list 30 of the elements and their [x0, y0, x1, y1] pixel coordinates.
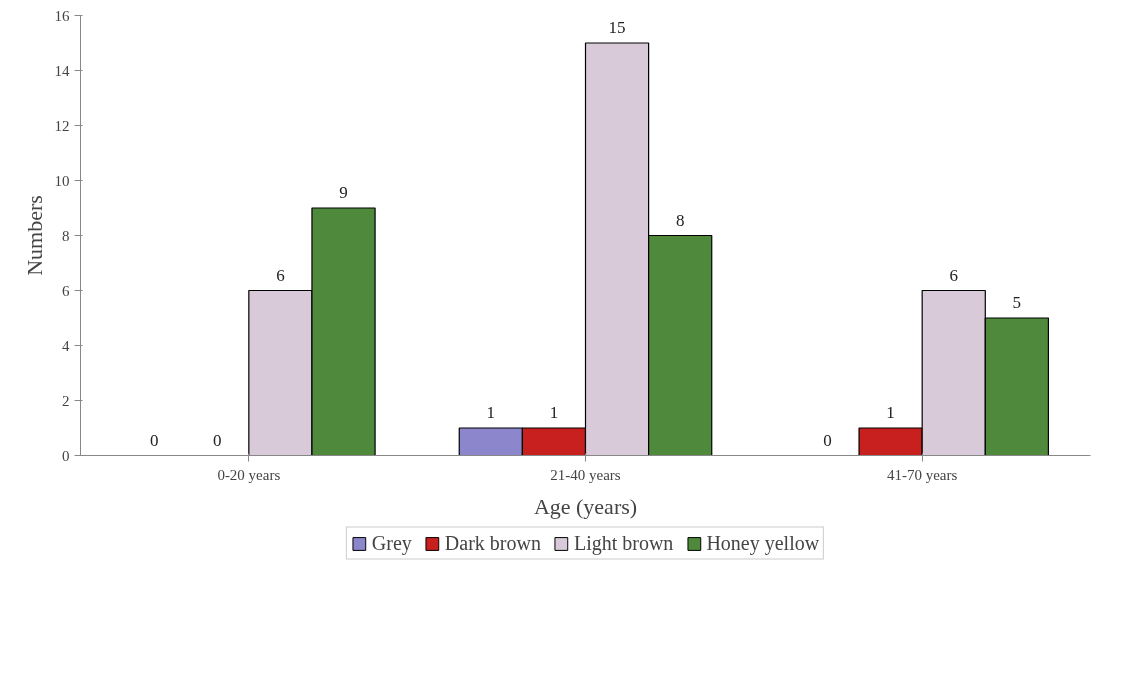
y-tick-label: 14 — [54, 62, 70, 79]
y-tick-label: 8 — [62, 227, 70, 244]
data-label: 8 — [675, 210, 685, 230]
data-label: 6 — [949, 265, 958, 285]
legend-label: Dark brown — [444, 531, 541, 555]
y-tick-label: 16 — [54, 7, 70, 24]
y-tick-label: 4 — [62, 337, 70, 354]
x-tick-label: 21-40 years — [550, 466, 621, 483]
legend-label: Light brown — [573, 531, 674, 555]
data-label: 6 — [276, 265, 285, 285]
legend-label: Grey — [371, 531, 412, 555]
x-tick-label: 41-70 years — [886, 466, 958, 483]
data-label: 5 — [1012, 293, 1022, 312]
y-tick-label: 10 — [54, 172, 70, 189]
data-label: 1 — [549, 403, 559, 422]
y-tick-label: 0 — [62, 447, 70, 464]
data-label: 0 — [149, 430, 159, 450]
data-label: 0 — [823, 430, 832, 450]
data-label: 1 — [886, 403, 895, 422]
y-axis-title: Numbers — [21, 195, 47, 276]
x-tick-label: 0-20 years — [217, 466, 281, 483]
data-label: 1 — [486, 403, 496, 422]
data-label: 9 — [339, 183, 348, 202]
y-tick-label: 6 — [62, 282, 70, 299]
legend-label: Honey yellow — [706, 531, 820, 555]
data-label: 0 — [213, 430, 222, 450]
y-tick-label: 12 — [54, 117, 70, 134]
data-label: 15 — [608, 18, 626, 37]
y-tick-label: 2 — [62, 392, 70, 409]
x-axis-title: Age (years) — [533, 493, 638, 519]
